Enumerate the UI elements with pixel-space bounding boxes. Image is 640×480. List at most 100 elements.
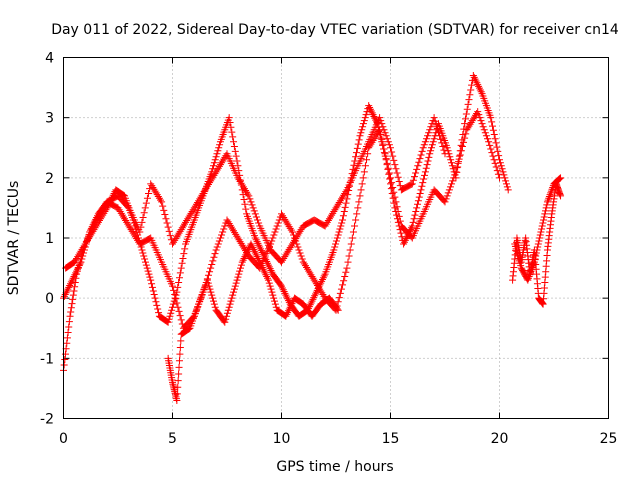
plus-marker (270, 231, 278, 239)
plus-marker (251, 210, 259, 218)
plus-marker (142, 261, 150, 269)
plus-marker (309, 295, 317, 303)
plus-marker (168, 306, 176, 314)
plus-marker (170, 238, 178, 246)
plus-marker (140, 252, 148, 260)
plus-marker (142, 199, 150, 207)
plus-marker (206, 179, 214, 187)
plus-marker (257, 262, 265, 270)
plus-marker (232, 279, 240, 287)
plus-marker (414, 197, 422, 205)
plus-marker (236, 238, 244, 246)
plus-marker (286, 224, 294, 232)
plus-marker (213, 243, 221, 251)
plus-marker (464, 124, 472, 132)
y-tick-label: -1 (40, 351, 54, 367)
plus-marker (531, 255, 539, 263)
plus-marker (236, 177, 244, 185)
plus-marker (84, 234, 92, 242)
plus-marker (339, 193, 347, 201)
satellite-track-6 (511, 174, 565, 284)
plot-frame (63, 57, 609, 419)
plus-marker (172, 235, 180, 243)
plus-marker (158, 198, 166, 206)
plus-marker (75, 251, 83, 259)
plus-marker (335, 294, 343, 302)
plus-marker (347, 240, 355, 248)
plus-marker (402, 235, 410, 243)
plus-marker (215, 237, 223, 245)
plus-marker (474, 108, 482, 116)
plus-marker (355, 198, 363, 206)
plus-marker (303, 263, 311, 271)
plus-marker (192, 200, 200, 208)
plus-marker (175, 357, 183, 365)
plus-marker (91, 217, 99, 225)
plus-marker (205, 282, 213, 290)
plus-marker (434, 128, 442, 136)
plus-marker (230, 227, 238, 235)
plus-marker (470, 73, 478, 81)
plus-marker (148, 182, 156, 190)
plus-marker (446, 153, 454, 161)
plus-marker (502, 177, 510, 185)
plus-marker (65, 283, 73, 291)
plus-marker (428, 141, 436, 149)
plus-marker (463, 105, 471, 113)
plus-marker (342, 188, 350, 196)
plus-marker (463, 126, 471, 134)
plus-marker (333, 305, 341, 313)
plus-marker (175, 370, 183, 378)
plus-marker (288, 228, 296, 236)
plus-marker (237, 261, 245, 269)
plus-marker (361, 114, 369, 122)
plus-marker (257, 245, 265, 253)
plus-marker (148, 283, 156, 291)
plus-marker (177, 316, 185, 324)
plus-marker (497, 162, 505, 170)
plus-marker (200, 188, 208, 196)
plus-marker (459, 131, 467, 139)
plus-marker (63, 334, 71, 342)
plus-marker (343, 264, 351, 272)
plus-marker (141, 204, 149, 212)
plus-marker (450, 174, 458, 182)
plus-marker (282, 251, 290, 259)
plus-marker (322, 220, 330, 228)
plus-marker (427, 144, 435, 152)
plus-marker (154, 305, 162, 313)
plus-marker (126, 224, 134, 232)
plus-marker (187, 209, 195, 217)
plus-marker (474, 81, 482, 89)
plus-marker (366, 105, 374, 113)
plus-marker (541, 210, 549, 218)
plus-marker (530, 260, 538, 268)
plus-marker (396, 217, 404, 225)
plus-marker (525, 273, 533, 281)
plus-marker (469, 72, 477, 80)
plus-marker (385, 170, 393, 178)
plus-marker (250, 247, 258, 255)
plus-marker (394, 208, 402, 216)
plus-marker (258, 263, 266, 271)
plus-marker (336, 225, 344, 233)
plus-marker (477, 88, 485, 96)
plus-marker (439, 143, 447, 151)
plus-marker (266, 265, 274, 273)
plus-marker (307, 271, 315, 279)
plus-marker (318, 289, 326, 297)
plus-marker (230, 285, 238, 293)
plus-marker (286, 303, 294, 311)
plus-marker (382, 155, 390, 163)
plus-marker (258, 248, 266, 256)
plus-marker (227, 297, 235, 305)
plus-marker (248, 242, 256, 250)
plus-marker (122, 217, 130, 225)
plus-marker (283, 249, 291, 257)
plus-marker (115, 206, 123, 214)
plus-marker (173, 396, 181, 404)
plus-marker (144, 267, 152, 275)
plus-marker (240, 254, 248, 262)
plus-marker (73, 267, 81, 275)
